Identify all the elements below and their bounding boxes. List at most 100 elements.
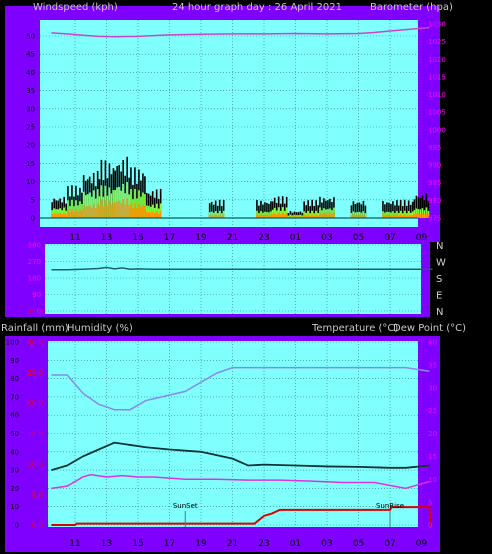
barometer-axis-title: Barometer (hpa) [370,2,453,13]
windspeed-tick-label: 35 [26,87,35,95]
barometer-tick-label: 1030 [428,21,446,29]
wind-speed-bar [321,214,323,218]
wind-speed-bar [382,200,384,218]
wind-speed-bar [405,215,408,218]
windspeed-tick-label: 25 [26,124,35,132]
wind-speed-bar [222,199,225,218]
sunrise-label: SunRise [376,502,404,510]
compass-label: E [436,291,442,302]
wind-speed-bar [277,212,280,218]
wind-speed-bar [405,213,408,218]
temperature-axis-title: Temperature (°C) [311,323,398,334]
humidity-tick-label: 20 [10,485,19,493]
wind-speed-bar [401,215,404,218]
wind-direction-plot-area [45,244,421,314]
wind-speed-bar [331,202,333,218]
wind-speed-bar [311,214,313,218]
wind-speed-bar [331,214,333,218]
wind-speed-bar [285,212,288,218]
wind-speed-bar [220,215,223,218]
wind-speed-bar [104,200,107,218]
time-tick-label: 11 [69,233,80,243]
wind-speed-bar [327,200,329,218]
wind-speed-bar [210,201,213,218]
windspeed-tick-label: 40 [26,69,35,77]
wind-speed-bar [281,212,284,218]
dewpoint-axis-title: Dew Point (°C) [393,323,466,334]
wind-speed-bar [392,201,394,218]
wind-speed-bar [264,214,266,218]
wind-speed-bar [144,194,146,218]
rainfall-tick-label: 15.0 [27,430,43,438]
wind-speed-bar [362,214,365,218]
rainfall-tick-label: 35.0 [27,308,43,316]
time-tick-label: 15 [132,233,143,243]
barometer-tick-label: 975 [428,215,441,223]
wind-speed-bar [79,209,81,218]
wind-speed-bar [388,202,390,218]
windspeed-tick-label: 5 [31,196,35,204]
wind-speed-bar [394,215,396,218]
wind-speed-bar [266,214,268,218]
time-tick-label: 05 [353,233,364,243]
wind-speed-bar [364,205,367,218]
wind-speed-bar [291,216,294,218]
wind-speed-bar [303,214,305,218]
wind-speed-bar [388,214,390,218]
wind-speed-bar [360,215,363,218]
wind-speed-bar [309,206,311,218]
wind-speed-bar [411,214,414,218]
wind-speed-bar [403,210,406,218]
windspeed-tick-label: 20 [26,142,35,150]
rainfall-tick-label: 30.0 [27,339,43,347]
wind-speed-bar [350,215,353,218]
wind-speed-bar [397,205,400,218]
wind-speed-bar [425,193,428,218]
humidity-tick-label: 50 [10,430,19,438]
wind-speed-bar [295,216,298,218]
wind-speed-bar [136,208,138,218]
wind-speed-bar [293,216,296,218]
wind-speed-bar [409,204,412,218]
time-tick-label: 09 [416,233,428,243]
wind-speed-bar [388,211,390,218]
barometer-tick-label: 1000 [428,126,446,134]
temp-humidity-plot-area [48,341,418,527]
wind-speed-bar [77,211,79,218]
wind-speed-bar [273,207,276,218]
wind-speed-bar [222,214,225,218]
temperature-tick-label: 0 [428,522,432,530]
wind-speed-bar [258,215,260,218]
wind-speed-bar [427,201,430,218]
wind-speed-bar [55,213,57,218]
wind-speed-bar [307,214,309,218]
wind-speed-bar [425,212,428,218]
wind-speed-bar [218,214,221,218]
wind-speed-bar [122,199,124,218]
wind-speed-bar [106,205,109,218]
barometer-tick-label: 1020 [428,56,446,64]
rainfall-tick-label: 5.0 [32,491,43,499]
wind-speed-bar [212,212,215,218]
wind-speed-bar [96,203,99,218]
time-tick-label: 23 [258,539,269,549]
barometer-tick-label: 1005 [428,109,446,117]
windspeed-tick-label: 45 [26,51,35,59]
wind-speed-bar [354,215,357,218]
rainfall-tick-label: 10.0 [27,461,43,469]
direction-tick-label: 270 [28,258,41,266]
windspeed-ticks: 0 5 10 15 20 25 30 35 40 45 50 [26,33,35,223]
humidity-tick-label: 100 [6,339,19,347]
wind-speed-bar [360,204,363,218]
time-tick-label: 19 [195,233,207,243]
compass-label: W [436,258,446,269]
rainfall-tick-label: 20.0 [27,400,43,408]
wind-speed-bar [407,214,410,218]
wind-speed-bar [134,203,136,218]
wind-speed-bar [63,212,65,218]
wind-speed-bar [354,203,357,218]
wind-speed-bar [423,199,426,218]
wind-speed-bar [415,195,418,218]
wind-speed-bar [287,216,290,218]
